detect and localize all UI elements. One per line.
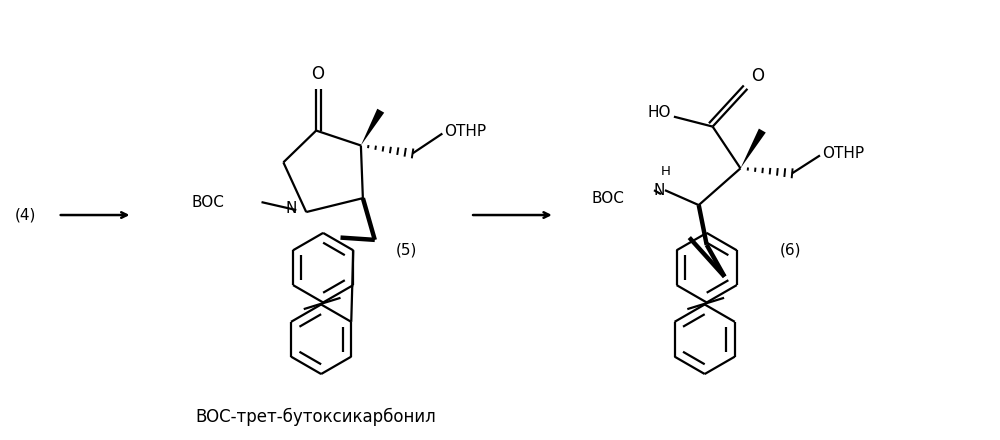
Text: BOC: BOC — [192, 194, 225, 209]
Text: O: O — [311, 65, 324, 83]
Text: OTHP: OTHP — [822, 146, 864, 161]
Text: (5): (5) — [396, 242, 417, 257]
Text: H: H — [661, 165, 671, 178]
Text: N: N — [286, 201, 297, 216]
Text: N: N — [654, 183, 665, 198]
Polygon shape — [740, 128, 766, 169]
Text: BOC: BOC — [591, 191, 624, 205]
Text: OTHP: OTHP — [444, 124, 486, 139]
Text: HO: HO — [647, 105, 671, 120]
Polygon shape — [361, 109, 384, 146]
Text: BOC-трет-бутоксикарбонил: BOC-трет-бутоксикарбонил — [196, 407, 437, 426]
Text: (6): (6) — [780, 242, 802, 257]
Text: (4): (4) — [14, 208, 36, 223]
Text: O: O — [751, 67, 764, 85]
